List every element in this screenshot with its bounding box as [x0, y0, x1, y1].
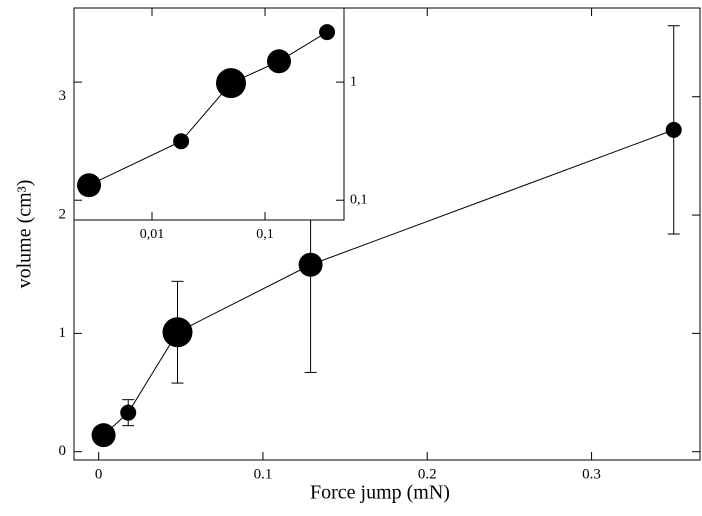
y-tick-label: 1	[59, 325, 67, 341]
marker	[215, 68, 246, 99]
marker	[298, 252, 323, 277]
x-tick-label: 0.1	[254, 466, 273, 482]
x-tick-label: 0,01	[140, 227, 165, 242]
y-axis-title: volume (cm³)	[14, 180, 36, 289]
plot-frame	[73, 7, 345, 221]
y-tick-label: 0	[59, 443, 67, 459]
marker	[91, 423, 116, 448]
y-tick-label: 3	[59, 88, 67, 104]
marker	[665, 121, 682, 138]
x-tick-label: 0	[95, 466, 103, 482]
y-tick-label: 0,1	[350, 192, 368, 207]
marker	[162, 317, 193, 348]
x-tick-label: 0.3	[582, 466, 601, 482]
x-tick-label: 0,1	[256, 227, 274, 242]
x-tick-label: 0.2	[418, 466, 437, 482]
marker	[267, 49, 292, 74]
y-tick-label: 2	[59, 207, 67, 223]
marker	[77, 173, 102, 198]
marker	[120, 404, 137, 421]
marker	[319, 24, 336, 41]
marker	[173, 133, 190, 150]
x-axis-title: Force jump (mN)	[310, 482, 450, 504]
y-tick-label: 1	[350, 74, 357, 89]
